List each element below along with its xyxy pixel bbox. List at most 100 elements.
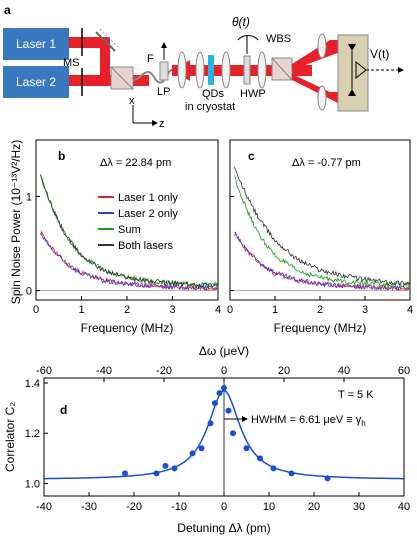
bottom-tick-label: -40 [36,501,52,513]
lens-5 [317,33,327,59]
hwhm-arrow-icon [242,416,248,422]
bottom-tick-label: -10 [171,501,187,513]
bottom-tick-label: -30 [81,501,97,513]
data-point [198,445,205,452]
top-axis-label: Δω (μeV) [199,344,249,358]
rotation-arc [237,35,259,41]
panel-c-plot [230,166,411,292]
x-tick-label: 1 [272,304,278,316]
setup-diagram: a Laser 1 Laser 2 MS F x z [3,3,404,130]
lens-6 [317,85,327,111]
legend-label-laser2: Laser 2 only [118,208,178,220]
x-tick-label: 4 [215,304,221,316]
panel-label-c: c [248,149,255,163]
mirror [95,31,116,52]
panel-c-annotation: Δλ = -0.77 pm [292,157,361,169]
panel-b-plot [36,174,219,292]
lens-2 [195,51,205,89]
legend-label-laser1: Laser 1 only [118,192,178,204]
amplifier-icon [355,60,367,80]
legend-label-both: Both lasers [118,240,174,252]
laser-1-label: Laser 1 [16,37,56,51]
data-point [122,470,128,477]
bottom-tick-label: 20 [308,501,320,513]
lens-1 [177,51,187,89]
correlator-panel: Δω (μeV) d T = 5 K Correlator C₂ Detunin… [3,344,410,535]
photodiode-2-icon [348,89,356,96]
data-point [216,390,223,397]
hwp-plate [243,55,251,85]
laser-1-box [3,28,69,60]
lp-label: LP [157,86,170,98]
theta-label: θ(t) [232,15,250,29]
correlator-ylabel: Correlator C₂ [3,402,17,472]
series-both-lasers [40,174,219,288]
data-point [207,420,214,427]
beam-combiner-diagonal [110,66,134,90]
panel-b-axes: 0 1 2 3 4 0 1 [26,191,221,316]
series-laser-2-only [234,231,411,292]
data-point [189,450,196,457]
x-tick-label: 1 [78,304,84,316]
x-tick-label: 4 [407,304,413,316]
data-point [230,430,236,437]
series-sum [234,175,411,289]
top-tick-label: 20 [278,365,290,377]
x-tick-label: 2 [317,304,323,316]
bottom-tick-label: -20 [126,501,142,513]
photodiode-1-icon [348,44,356,51]
hwhm-label: HWHM = 6.61 μeV ≡ γh [251,414,366,428]
series-laser-2-only [40,233,219,292]
bottom-axis-label: Detuning Δλ (pm) [177,521,270,535]
lens-3 [221,51,231,89]
data-point [243,445,250,452]
temperature-label: T = 5 K [338,389,374,401]
panel-label-d: d [60,403,67,417]
wbs-diagonal [271,57,293,81]
beam-1-horizontal [69,37,109,48]
top-tick-label: 60 [398,365,410,377]
main-beam [172,65,312,76]
lp-arrow-icon [161,42,167,48]
x-tick-label: 0 [33,304,39,316]
data-point [257,455,263,462]
axis-x-label: x [129,95,135,107]
bottom-tick-label: 0 [221,501,227,513]
data-point [270,465,277,472]
axis-z-arrow-icon [152,120,158,126]
x-tick-label: 3 [169,304,175,316]
data-point [212,400,218,407]
laser-2-label: Laser 2 [16,75,56,89]
lp-polarizer [159,61,169,81]
top-tick-label: -20 [156,365,172,377]
panel-d-axes: -40 -30 -20 -10 0 10 20 30 40 -60 -40 -20 0 20 40 60 1.0… [25,365,410,513]
bottom-tick-label: 30 [353,501,365,513]
mirror-hatch [99,28,119,48]
y-tick-label: 1.2 [25,428,40,440]
y-tick-label: 0 [26,286,32,298]
beam-2-horizontal [69,75,149,86]
laser-2-box [3,66,69,98]
qds-label: QDs [202,88,225,100]
panel-c-xlabel: Frequency (MHz) [274,321,367,335]
output-arrow-icon [398,67,404,73]
panel-b-annotation: Δλ = 22.84 pm [100,157,171,169]
noise-ylabel: Spin Noise Power (10⁻¹³V²/Hz) [9,140,23,304]
data-point [171,465,178,472]
top-tick-label: 40 [338,365,350,377]
panel-label-b: b [58,149,65,163]
f-label: F [147,53,154,65]
noise-panels: Spin Noise Power (10⁻¹³V²/Hz) b Δλ = 22.… [9,139,413,335]
y-tick-label: 1.4 [25,378,40,390]
in-cryostat-label: in cryostat [185,101,235,113]
y-tick-label: 1.0 [25,478,40,490]
qd-plate [208,55,214,85]
bottom-tick-label: 10 [263,501,275,513]
x-tick-label: 2 [124,304,130,316]
data-point [162,462,169,469]
top-tick-label: -40 [96,365,112,377]
wbs-label: WBS [266,33,291,45]
series-both-lasers [234,166,411,286]
split-beam-upper [292,40,340,70]
